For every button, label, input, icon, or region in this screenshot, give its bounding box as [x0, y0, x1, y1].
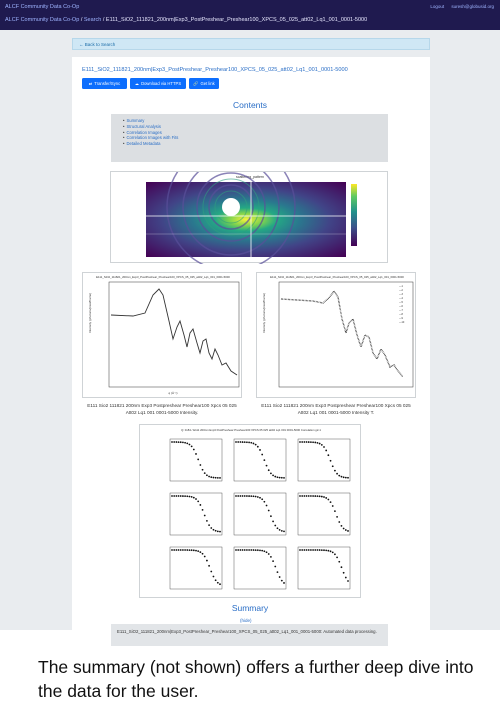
correlation-cell: [169, 438, 223, 482]
correlation-cell: [233, 438, 287, 482]
toc-item-detailed-metadata[interactable]: Detailed Metadata: [123, 141, 178, 147]
get-link-label: Get link: [200, 81, 215, 86]
dataset-title[interactable]: E111_SiO2_111821_200nm|Exp3_PostPreshear…: [82, 67, 348, 73]
scattering-pattern-panel: scattering_pattern: [110, 142, 388, 272]
toc-item-correlation-images[interactable]: Correlation Images: [123, 130, 178, 136]
breadcrumb: ALCF Community Data Co-Op / Search / E11…: [5, 17, 367, 23]
toc-item-correlation-images-fits[interactable]: Correlation Images with Fits: [123, 135, 178, 141]
logout-link[interactable]: Logout: [430, 4, 445, 9]
contents-heading: Contents: [232, 100, 268, 110]
svg-text:—8: —8: [399, 313, 404, 316]
svg-text:—3: —3: [399, 293, 404, 296]
summary-toggle[interactable]: (hide): [240, 618, 252, 623]
correlation-title: Q: 0x84 / E111 200nm Exp3 PostPreshear P…: [181, 428, 321, 432]
top-navbar: ALCF Community Data Co-Op ALCF Community…: [0, 0, 500, 30]
svg-text:—1: —1: [399, 285, 404, 288]
intensity-plot-panel: E111_SiO2_111821_200nm_Exp3_PostPreshear…: [82, 272, 242, 398]
correlation-panel: Q: 0x84 / E111 200nm Exp3 PostPreshear P…: [139, 424, 361, 598]
figure-caption-text: The summary (not shown) offers a further…: [38, 657, 474, 701]
svg-text:Intensity (photons/pixel/frame: Intensity (photons/pixel/frame): [262, 293, 266, 333]
toc-item-summary[interactable]: Summary: [123, 118, 178, 124]
breadcrumb-current: E111_SiO2_111821_200nm|Exp3_PostPreshear…: [105, 17, 368, 23]
download-https-button[interactable]: ☁ Download via HTTPS: [130, 78, 186, 89]
svg-text:—6: —6: [399, 305, 404, 308]
figure-caption: The summary (not shown) offers a further…: [0, 652, 500, 710]
get-link-button[interactable]: 🔗 Get link: [189, 78, 219, 89]
svg-text:—9: —9: [399, 317, 404, 320]
correlation-cell: [233, 492, 287, 536]
breadcrumb-home[interactable]: ALCF Community Data Co-Op: [5, 17, 80, 23]
breadcrumb-separator: /: [102, 17, 105, 23]
svg-text:—4: —4: [399, 297, 404, 300]
svg-text:Intensity (photons/pixel/frame: Intensity (photons/pixel/frame): [88, 293, 92, 333]
transfer-icon: ⇄: [88, 81, 93, 86]
table-of-contents: Summary Structural Analysis Correlation …: [111, 114, 388, 162]
correlation-cell: [297, 492, 351, 536]
svg-text:q (Å⁻¹): q (Å⁻¹): [168, 390, 177, 395]
cloud-download-icon: ☁: [134, 81, 140, 86]
brand-link[interactable]: ALCF Community Data Co-Op: [5, 4, 80, 10]
svg-text:—5: —5: [399, 301, 404, 304]
breadcrumb-separator: /: [80, 17, 83, 23]
breadcrumb-search[interactable]: Search: [83, 17, 102, 23]
svg-text:—7: —7: [399, 309, 404, 312]
user-email-link[interactable]: suresh@globusid.org: [451, 4, 494, 9]
back-to-search-link[interactable]: ← Back to Search: [79, 42, 116, 47]
correlation-cell: [169, 546, 223, 590]
svg-text:—2: —2: [399, 289, 404, 292]
toc-item-structural-analysis[interactable]: Structural Analysis: [123, 124, 178, 130]
scatter-title: scattering_pattern: [236, 175, 264, 179]
link-icon: 🔗: [193, 81, 199, 86]
intensity-t-plot: E111_SiO2_111821_200nm_Exp3_PostPreshear…: [262, 275, 414, 388]
correlation-grid: Q: 0x84 / E111 200nm Exp3 PostPreshear P…: [169, 428, 351, 590]
transfer-sync-button[interactable]: ⇄ Transfer/Sync: [82, 78, 127, 89]
summary-box: E111_SiO2_111821_200nm|Exp3_PostPreshear…: [111, 624, 388, 646]
intensity-t-plot-panel: E111_SiO2_111821_200nm_Exp3_PostPreshear…: [256, 272, 416, 398]
intensity-caption: E111 Sio2 111821 200nm Exp3 Postpreshear…: [87, 403, 237, 415]
intensity-plot: E111_SiO2_111821_200nm_Exp3_PostPreshear…: [88, 275, 240, 395]
summary-heading: Summary: [231, 603, 269, 613]
correlation-cell: [233, 546, 287, 590]
correlation-cell: [297, 546, 351, 590]
scattering-pattern-image: scattering_pattern: [146, 142, 357, 272]
download-label: Download via HTTPS: [141, 81, 182, 86]
correlation-cell: [169, 492, 223, 536]
intensity-plot-title: E111_SiO2_111821_200nm_Exp3_PostPreshear…: [96, 275, 230, 279]
intensity-t-plot-title: E111_SiO2_111821_200nm_Exp3_PostPreshear…: [270, 275, 404, 279]
transfer-sync-label: Transfer/Sync: [94, 81, 121, 86]
intensity-t-caption: E111 Sio2 111821 200nm Exp3 Postpreshear…: [261, 403, 411, 415]
back-to-search-bar[interactable]: ← Back to Search: [72, 38, 430, 50]
user-menu: Logout suresh@globusid.org: [424, 4, 494, 9]
summary-text: E111_SiO2_111821_200nm|Exp3_PostPreshear…: [117, 629, 377, 634]
correlation-cell: [297, 438, 351, 482]
svg-text:—10: —10: [399, 321, 405, 324]
